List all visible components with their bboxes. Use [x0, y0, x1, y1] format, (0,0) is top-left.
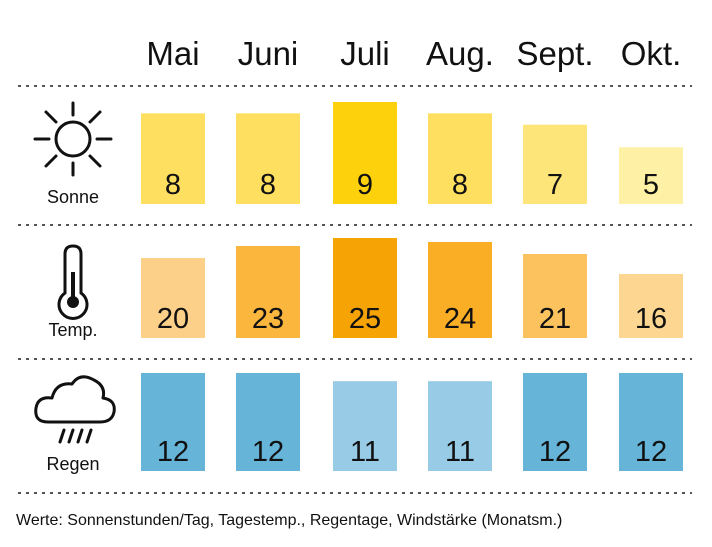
footnote: Werte: Sonnenstunden/Tag, Tagestemp., Re…	[16, 512, 563, 529]
bar	[619, 373, 683, 471]
value-label: 25	[349, 303, 381, 335]
month-header: Mai	[146, 35, 199, 72]
month-header: Juli	[340, 35, 390, 72]
value-label: 23	[252, 303, 284, 335]
bar	[141, 258, 205, 338]
bar	[428, 113, 492, 204]
bar	[236, 113, 300, 204]
row-labels: Sonne Temp. Regen	[46, 187, 99, 474]
value-label: 16	[635, 303, 667, 335]
value-label: 5	[643, 169, 659, 201]
value-label: 24	[444, 303, 476, 335]
bar	[428, 381, 492, 471]
bar	[523, 373, 587, 471]
value-label: 8	[260, 169, 276, 201]
value-label: 21	[539, 303, 571, 335]
value-label: 9	[357, 169, 373, 201]
value-label: 12	[252, 436, 284, 468]
bars: 8 8 9 8 7 5 20 23 25 24 21 16 12 12 11 11 12 12	[141, 102, 683, 471]
value-label: 7	[547, 169, 563, 201]
row-dividers	[18, 85, 692, 494]
month-header: Juni	[238, 35, 299, 72]
value-label: 12	[635, 436, 667, 468]
month-header: Aug.	[426, 35, 494, 72]
rain-cloud-icon	[34, 375, 116, 444]
row-label: Sonne	[47, 187, 99, 207]
bar	[523, 124, 587, 204]
value-label: 11	[445, 436, 475, 468]
value-label: 12	[539, 436, 571, 468]
month-headers: Mai Juni Juli Aug. Sept. Okt.	[146, 35, 681, 72]
sun-icon	[33, 101, 113, 177]
bar	[141, 113, 205, 204]
row-label: Temp.	[48, 320, 97, 340]
month-header: Okt.	[621, 35, 682, 72]
bar	[333, 102, 397, 204]
value-label: 20	[157, 303, 189, 335]
month-header: Sept.	[516, 35, 593, 72]
row-label: Regen	[46, 454, 99, 474]
value-label: 8	[452, 169, 468, 201]
thermometer-icon	[57, 244, 89, 320]
bar	[619, 147, 683, 204]
bar	[333, 381, 397, 471]
bar	[236, 373, 300, 471]
value-label: 11	[350, 436, 380, 468]
bar	[236, 246, 300, 338]
value-label: 8	[165, 169, 181, 201]
bar	[141, 373, 205, 471]
bar	[523, 254, 587, 338]
bar	[619, 274, 683, 338]
bar	[333, 238, 397, 338]
value-label: 12	[157, 436, 189, 468]
bar	[428, 242, 492, 338]
